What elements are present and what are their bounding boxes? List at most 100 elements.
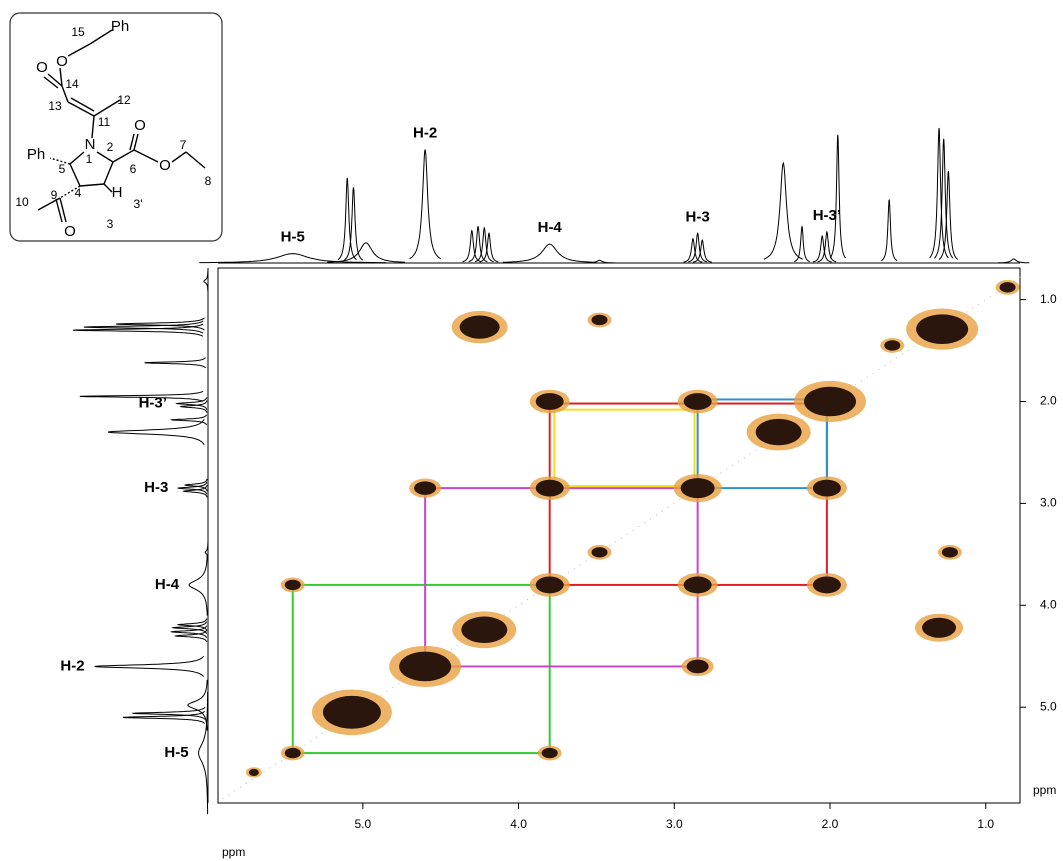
peak-label: H-5 (281, 229, 305, 246)
atom-number: 13 (48, 99, 62, 113)
atom-number: 7 (180, 138, 187, 152)
atom-label: O (56, 53, 68, 70)
cross-peak (591, 314, 608, 326)
atom-number: 8 (205, 174, 212, 188)
atom-label: Ph (27, 146, 45, 163)
peak-label: H-3 (686, 208, 710, 225)
atom-number: 11 (98, 115, 111, 129)
x-axis-label: ppm (222, 845, 245, 859)
correlation-box (291, 583, 551, 755)
side-spectrum-peak (122, 710, 206, 724)
side-spectrum-peak (176, 618, 208, 632)
y-tick-label: 2.0 (1040, 394, 1057, 408)
atom-number: 3' (134, 197, 143, 211)
cross-peak (812, 576, 841, 594)
cross-peak (812, 479, 841, 497)
side-spectrum-peak (144, 357, 206, 369)
structure: Ph 15 O O 14 13 12 11 N 1 2 Ph 5 6 O O 7… (9, 12, 223, 242)
spectrum-peak (929, 127, 949, 259)
cross-peak (591, 547, 608, 558)
spectrum-peak (998, 258, 1030, 264)
y-tick-label: 5.0 (1040, 699, 1057, 713)
cross-peak (414, 481, 437, 495)
side-spectrum-peak (169, 414, 208, 426)
side-spectrum-peak (203, 271, 209, 292)
side-spectrum-peak (116, 317, 205, 331)
atom-number: 2 (107, 140, 114, 154)
cross-peak (686, 659, 709, 674)
side-peak-label: H-3 (144, 479, 168, 496)
atom-number: 9 (51, 188, 58, 202)
x-tick-label: 4.0 (510, 817, 527, 831)
spectrum-peak (199, 253, 387, 264)
cross-peak (755, 418, 802, 446)
side-spectrum-peak (173, 629, 208, 643)
atom-number: 14 (65, 77, 79, 91)
side-spectrum-peak (83, 320, 204, 334)
cross-peak (916, 314, 969, 344)
structure-box (9, 12, 223, 242)
side-spectrum-peak (198, 691, 209, 815)
spectrum-peak (817, 230, 837, 263)
cross-peak (941, 547, 958, 558)
spectrum-peak (934, 138, 954, 259)
atom-label: O (64, 223, 76, 240)
spectrum-peak (409, 149, 441, 260)
atom-number: 1 (86, 152, 93, 166)
atom-label: H (112, 184, 123, 201)
correlation-box (553, 408, 696, 488)
side-spectrum-peak (183, 478, 208, 492)
side-peak-label: H-5 (164, 744, 188, 761)
side-spectrum-peak (204, 542, 209, 563)
correlation-box (696, 398, 828, 490)
atom-label: Ph (111, 18, 129, 35)
cross-peak (535, 393, 564, 410)
y-axis-label: ppm (1033, 783, 1056, 797)
x-tick-label: 2.0 (822, 817, 839, 831)
x-tick-label: 3.0 (666, 817, 683, 831)
cross-peak (680, 478, 715, 499)
side-spectrum-peak (176, 481, 208, 495)
spectrum-peak (688, 232, 708, 263)
peak-label: H-3’ (813, 207, 841, 224)
atom-label: N (85, 136, 96, 153)
cross-peak (535, 479, 564, 497)
side-spectrum-peak (179, 400, 208, 414)
spectrum-peak (337, 177, 357, 261)
cross-peak (804, 386, 857, 417)
side-spectrum-peak (182, 484, 208, 498)
cross-peak (322, 695, 381, 729)
side-spectrum-peak (188, 554, 208, 616)
atom-number: 6 (130, 162, 137, 176)
y-tick-label: 4.0 (1040, 597, 1057, 611)
side-spectrum-peak (175, 397, 208, 410)
cross-peak (884, 340, 901, 351)
side-spectrum-peak (171, 621, 208, 635)
side-peak-label: H-2 (60, 657, 84, 674)
cross-peak (541, 747, 558, 759)
cross-peak (535, 576, 564, 594)
spectrum-peak (462, 229, 482, 263)
cross-peak (999, 282, 1016, 293)
cross-peak (248, 768, 259, 777)
bonds (37, 29, 206, 223)
y-tick-label: 3.0 (1040, 496, 1057, 510)
cross-peak (459, 315, 500, 339)
spectrum-peak (938, 171, 959, 260)
spectrum-peak (763, 161, 803, 260)
side-peak-label: H-3’ (139, 395, 167, 412)
side-spectrum-peak (132, 706, 206, 720)
cross-peak (399, 651, 452, 682)
cross-peak (683, 576, 712, 594)
cross-peak (461, 616, 508, 643)
spectrum-peak (479, 232, 499, 263)
spectrum-peak (692, 239, 712, 263)
plot-frame (217, 267, 1021, 804)
x-tick-label: 1.0 (977, 817, 994, 831)
spectrum-peak (327, 242, 405, 263)
atom-label: O (159, 157, 171, 174)
atom-number: 15 (71, 25, 85, 39)
spectrum-peak (502, 243, 597, 263)
side-spectrum-peak (107, 419, 205, 446)
